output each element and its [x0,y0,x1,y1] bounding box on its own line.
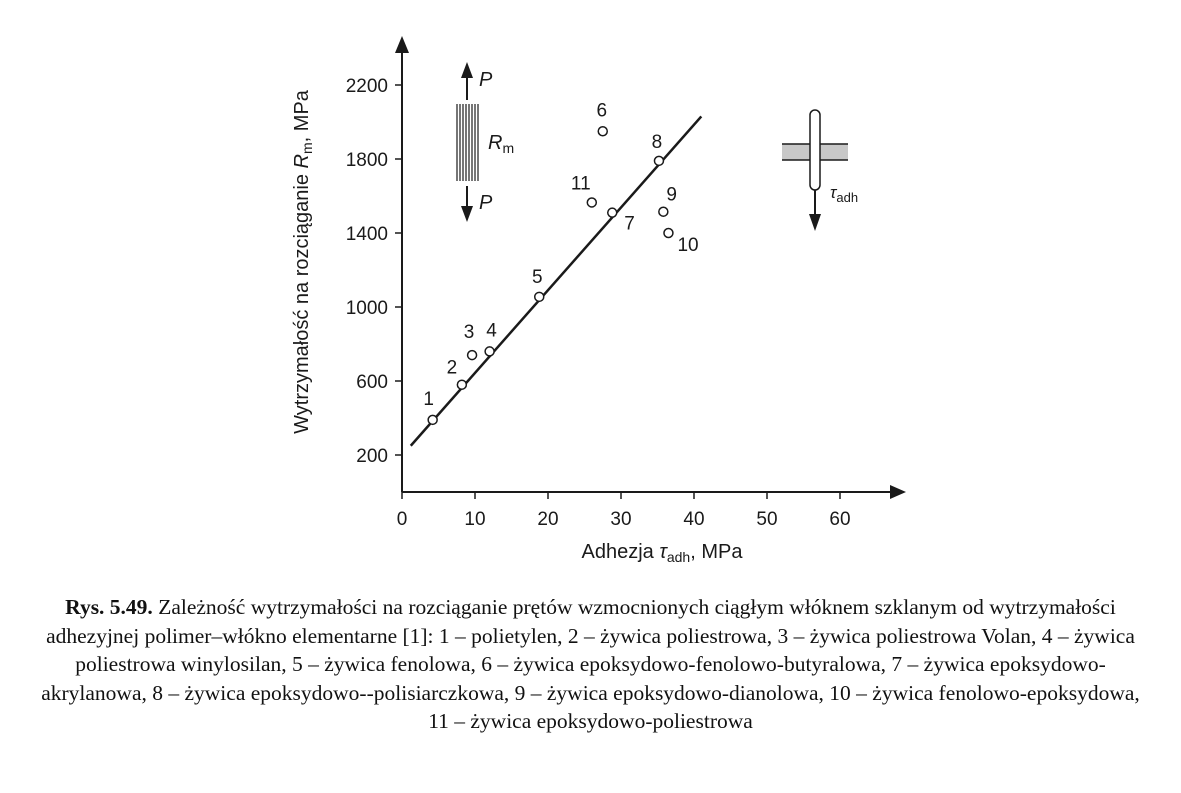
force-label-bottom: P [479,192,493,214]
x-axis-title: Adhezja τadh, MPa [582,541,744,565]
x-ticks: 0 10 20 30 40 50 60 [397,492,851,530]
data-point-8 [653,155,665,167]
x-tick-label: 10 [464,509,485,530]
pull-arrow-head [809,214,821,231]
y-tick-label: 200 [356,446,388,467]
data-point-2 [456,379,468,390]
data-point-6 [597,126,608,137]
y-axis-arrow [395,36,409,53]
point-label-8: 8 [652,132,663,153]
x-axis-arrow [890,485,906,499]
point-label-11: 11 [571,173,591,194]
data-points: 123 4 5 6 7 8 9 10 11 [423,100,699,426]
y-tick-label: 1400 [346,224,388,245]
adhesion-label: τadh [830,183,858,205]
x-tick-label: 50 [756,509,777,530]
point-label-7: 7 [624,214,635,235]
rod-fibers [456,104,479,181]
data-point-7 [606,207,618,218]
y-tick-label: 600 [356,372,388,393]
point-label-10: 10 [677,235,698,256]
data-point-4 [484,346,495,357]
point-label-2: 2 [447,358,458,379]
point-label-9: 9 [666,185,677,206]
y-tick-label: 2200 [346,76,388,97]
x-tick-label: 0 [397,509,408,530]
fit-line-group [409,115,703,447]
force-label-top: P [479,69,493,91]
x-tick-label: 40 [683,509,704,530]
y-ticks: 200 600 1000 1400 1800 2200 [346,76,402,467]
point-label-5: 5 [532,267,543,288]
data-point-9 [658,206,669,217]
fit-line [409,115,703,447]
force-arrow-down-head [461,206,473,222]
x-tick-label: 30 [610,509,631,530]
data-point-10 [663,227,674,239]
y-tick-label: 1000 [346,298,388,319]
y-axis-title: Wytrzymałość na rozciąganie Rm, MPa [291,89,315,434]
point-label-4: 4 [486,320,497,341]
chart: 0 10 20 30 40 50 60 200 600 1000 1400 1800 2200 123… [291,36,906,565]
point-label-1: 1 [423,389,434,410]
data-point-11 [586,197,598,208]
force-arrow-up-head [461,62,473,78]
x-tick-label: 20 [537,509,558,530]
caption-text: Zależność wytrzymałości na rozciąganie p… [41,595,1140,733]
axes [395,36,906,499]
rod-strength-label: Rm [488,132,514,156]
rod-tension-inset: P Rm P [456,62,514,222]
pulled-fiber [809,109,821,191]
y-tick-label: 1800 [346,150,388,171]
x-tick-label: 60 [829,509,850,530]
data-point-3 [466,349,478,361]
data-point-1 [427,414,438,426]
figure-caption: Rys. 5.49. Zależność wytrzymałości na ro… [40,593,1141,736]
data-point-5 [533,291,545,303]
point-label-6: 6 [596,100,607,121]
caption-lead: Rys. 5.49. [65,595,153,619]
pullout-inset: τadh [782,109,858,231]
point-label-3: 3 [464,322,475,343]
